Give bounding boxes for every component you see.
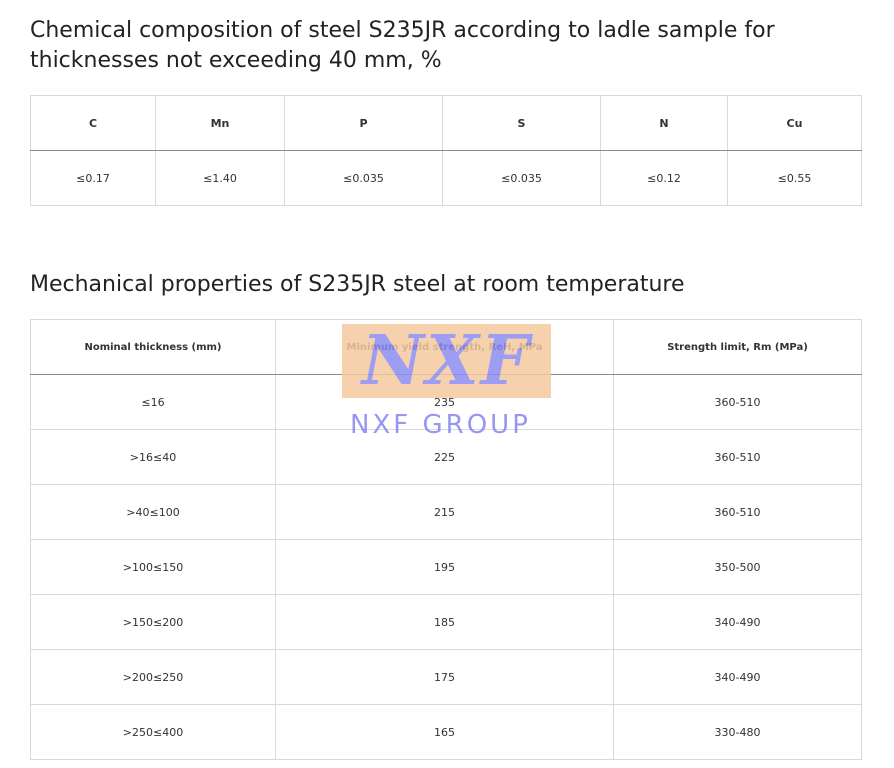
col-strength: Strength limit, Rm (MPa) — [613, 319, 862, 375]
table-row: >250≤400 165 330-480 — [30, 704, 862, 760]
cell-strength: 360-510 — [613, 374, 862, 430]
cell-strength: 360-510 — [613, 484, 862, 540]
table-row: >40≤100 215 360-510 — [30, 484, 862, 540]
cell-p: ≤0.035 — [284, 150, 443, 206]
cell-yield: 185 — [275, 594, 614, 650]
table-header-row: C Mn P S N Cu — [30, 95, 862, 151]
cell-thickness: >250≤400 — [30, 704, 276, 760]
cell-yield: 215 — [275, 484, 614, 540]
composition-title: Chemical composition of steel S235JR acc… — [30, 18, 775, 73]
cell-thickness: ≤16 — [30, 374, 276, 430]
table-row: ≤16 235 360-510 — [30, 374, 862, 430]
cell-n: ≤0.12 — [600, 150, 728, 206]
cell-thickness: >16≤40 — [30, 429, 276, 485]
col-thickness: Nominal thickness (mm) — [30, 319, 276, 375]
cell-strength: 360-510 — [613, 429, 862, 485]
col-cu: Cu — [727, 95, 862, 151]
col-n: N — [600, 95, 728, 151]
table-row: >150≤200 185 340-490 — [30, 594, 862, 650]
cell-c: ≤0.17 — [30, 150, 156, 206]
table-header-row: Nominal thickness (mm) Minimum yield str… — [30, 319, 862, 375]
cell-s: ≤0.035 — [442, 150, 601, 206]
table-row: >16≤40 225 360-510 — [30, 429, 862, 485]
cell-thickness: >150≤200 — [30, 594, 276, 650]
col-c: C — [30, 95, 156, 151]
cell-strength: 340-490 — [613, 649, 862, 705]
table-row: >100≤150 195 350-500 — [30, 539, 862, 595]
col-p: P — [284, 95, 443, 151]
col-yield: Minimum yield strength, ReH, MPa — [275, 319, 614, 375]
cell-thickness: >200≤250 — [30, 649, 276, 705]
cell-strength: 340-490 — [613, 594, 862, 650]
composition-table: C Mn P S N Cu ≤0.17 ≤1.40 ≤0.035 ≤0.035 … — [30, 95, 862, 206]
cell-strength: 330-480 — [613, 704, 862, 760]
col-s: S — [442, 95, 601, 151]
table-row: ≤0.17 ≤1.40 ≤0.035 ≤0.035 ≤0.12 ≤0.55 — [30, 150, 862, 206]
cell-yield: 175 — [275, 649, 614, 705]
mechanical-title: Mechanical properties of S235JR steel at… — [30, 272, 685, 297]
cell-yield: 225 — [275, 429, 614, 485]
cell-cu: ≤0.55 — [727, 150, 862, 206]
cell-yield: 235 — [275, 374, 614, 430]
cell-thickness: >100≤150 — [30, 539, 276, 595]
cell-mn: ≤1.40 — [155, 150, 285, 206]
col-mn: Mn — [155, 95, 285, 151]
cell-strength: 350-500 — [613, 539, 862, 595]
cell-yield: 165 — [275, 704, 614, 760]
cell-yield: 195 — [275, 539, 614, 595]
table-row: >200≤250 175 340-490 — [30, 649, 862, 705]
mechanical-table: Nominal thickness (mm) Minimum yield str… — [30, 319, 862, 760]
cell-thickness: >40≤100 — [30, 484, 276, 540]
